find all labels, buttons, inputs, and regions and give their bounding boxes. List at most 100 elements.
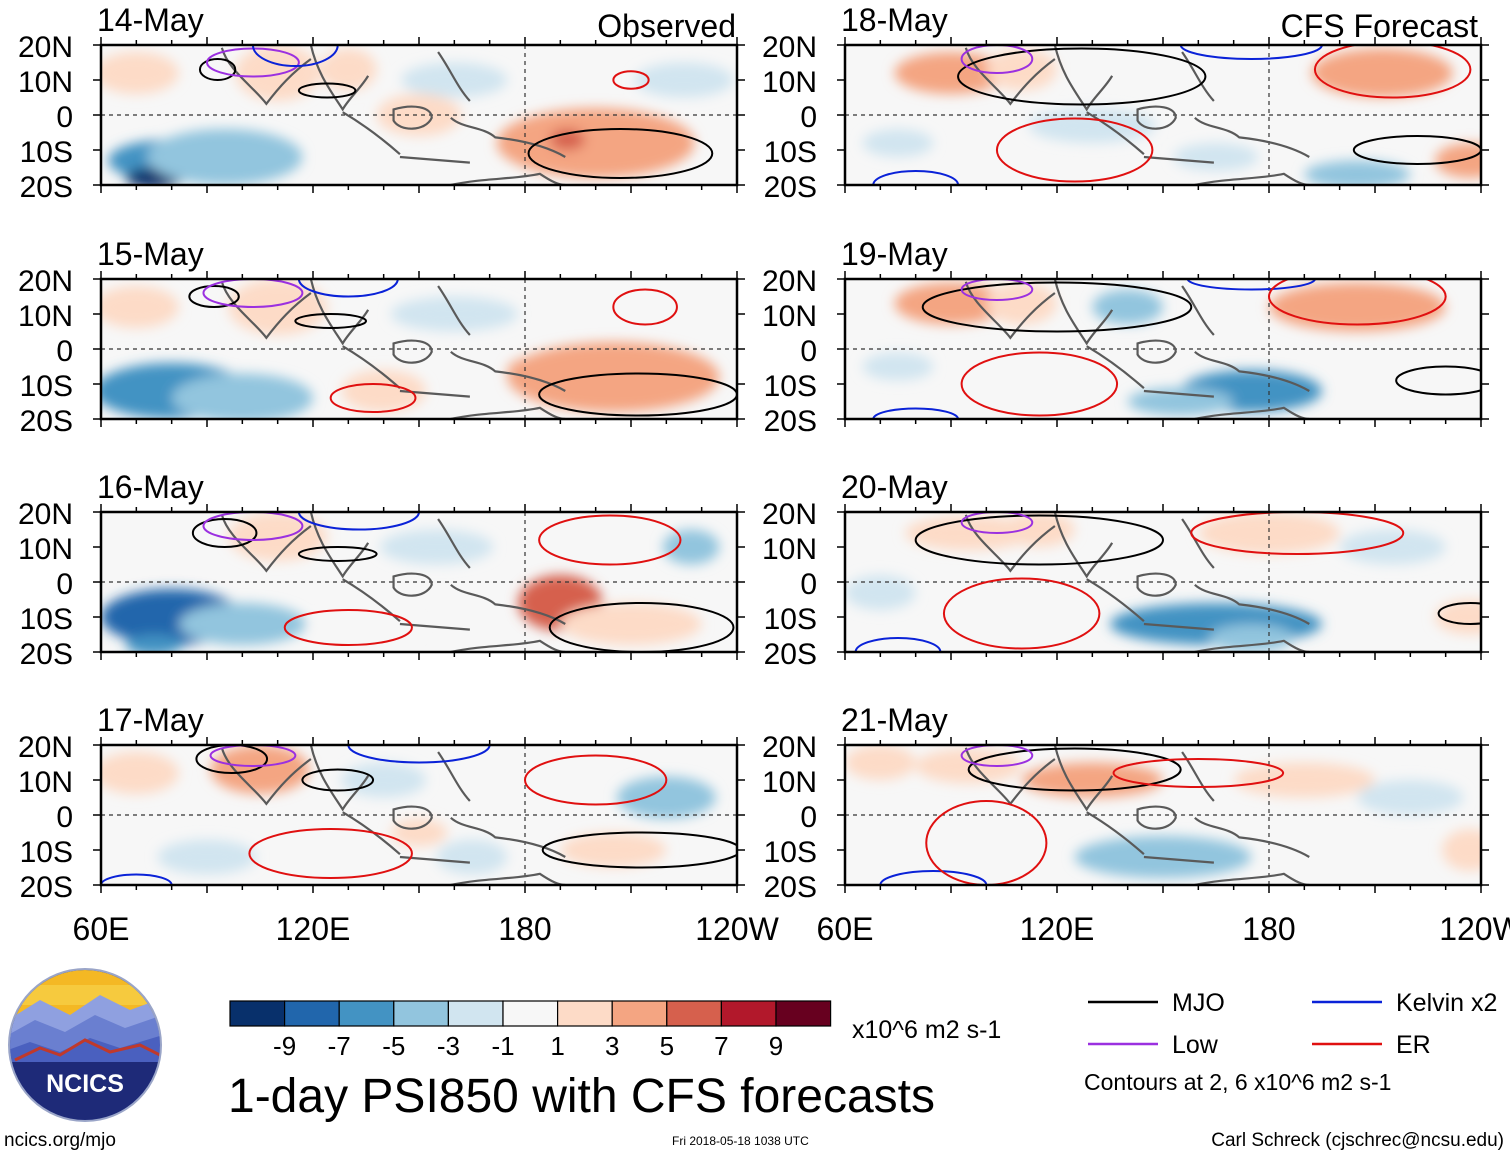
lat-label: 20S bbox=[20, 171, 73, 204]
coastline bbox=[394, 574, 432, 596]
legend-label: MJO bbox=[1172, 989, 1225, 1017]
coastline bbox=[1138, 574, 1176, 596]
coastline bbox=[966, 282, 1055, 338]
lat-label: 0 bbox=[800, 568, 817, 601]
anomaly-field bbox=[845, 512, 1481, 652]
legend-note: Contours at 2, 6 x10^6 m2 s-1 bbox=[1084, 1069, 1391, 1095]
anomaly-region bbox=[157, 839, 257, 875]
anomaly-region bbox=[496, 108, 695, 178]
mjo-contour bbox=[191, 518, 258, 548]
kelvin-contour bbox=[297, 512, 420, 531]
axis-ticks bbox=[837, 504, 1489, 660]
er-contour bbox=[248, 828, 413, 879]
coastline bbox=[1055, 745, 1112, 809]
coastlines bbox=[966, 45, 1309, 185]
low-contour bbox=[960, 279, 1034, 301]
colorbar-tick: -3 bbox=[437, 1031, 460, 1061]
axis-ticks bbox=[93, 737, 745, 893]
panel-date: 14-May bbox=[97, 2, 204, 38]
lon-label: 120W bbox=[1439, 911, 1510, 947]
coastline bbox=[966, 515, 1055, 571]
lat-label: 20N bbox=[18, 265, 73, 298]
logo-text: NCICS bbox=[46, 1070, 124, 1098]
axis-ticks bbox=[837, 37, 1489, 193]
mjo-contour bbox=[195, 745, 269, 774]
lat-label: 10S bbox=[764, 603, 817, 636]
lon-label: 120E bbox=[1020, 911, 1095, 947]
coastline bbox=[1182, 752, 1214, 801]
colorbar-swatch bbox=[229, 1000, 286, 1027]
coastline bbox=[1195, 352, 1309, 391]
lat-label: 20N bbox=[762, 31, 817, 64]
lat-label: 0 bbox=[56, 801, 73, 834]
anomaly-region bbox=[178, 603, 306, 645]
er-contour bbox=[925, 800, 1048, 885]
coastlines bbox=[222, 279, 565, 419]
er-contour bbox=[1313, 45, 1472, 99]
footer-url[interactable]: ncics.org/mjo bbox=[4, 1130, 116, 1151]
er-contour bbox=[538, 514, 682, 566]
lon-label: 60E bbox=[73, 911, 130, 947]
coastline bbox=[1144, 391, 1214, 397]
anomaly-region bbox=[1127, 387, 1234, 416]
kelvin-contour bbox=[101, 873, 173, 885]
anomaly-region bbox=[341, 762, 427, 798]
er-contour bbox=[1268, 279, 1447, 326]
lat-label: 0 bbox=[800, 101, 817, 134]
coastline bbox=[394, 807, 432, 829]
low-contour bbox=[202, 279, 304, 308]
colorbar-swatch bbox=[284, 1000, 340, 1027]
axis-ticks bbox=[93, 271, 745, 427]
colorbar-tick: 1 bbox=[550, 1031, 564, 1061]
coastline bbox=[311, 512, 368, 576]
panel-date: 20-May bbox=[841, 469, 948, 505]
anomaly-field bbox=[845, 279, 1481, 419]
coastline bbox=[451, 818, 565, 857]
lat-label: 10N bbox=[762, 300, 817, 333]
lat-label: 10N bbox=[18, 300, 73, 333]
coastline bbox=[1195, 818, 1309, 857]
anomaly-region bbox=[1311, 48, 1453, 98]
kelvin-contour bbox=[1179, 45, 1323, 60]
low-contour bbox=[960, 512, 1034, 534]
coastline bbox=[1055, 512, 1112, 576]
panel-date: 21-May bbox=[841, 702, 948, 738]
coastline bbox=[394, 107, 432, 129]
anomaly-region bbox=[905, 515, 1033, 551]
anomaly-region bbox=[549, 129, 586, 150]
lat-label: 20S bbox=[20, 871, 73, 904]
anomaly-region bbox=[235, 45, 321, 101]
anomaly-region bbox=[1357, 780, 1464, 815]
anomaly-region bbox=[313, 610, 419, 645]
colorbar-swatch bbox=[775, 1000, 832, 1027]
legend-label: Kelvin x2 bbox=[1396, 989, 1497, 1017]
lon-label: 180 bbox=[1242, 911, 1295, 947]
longitude-labels: 60E 120E 180 120W 60E 120E 180 120W bbox=[73, 911, 1510, 947]
coastline bbox=[222, 515, 311, 571]
coastline bbox=[400, 157, 470, 163]
ncics-logo: NCICS bbox=[8, 968, 162, 1122]
anomaly-region bbox=[101, 752, 179, 794]
anomaly-region bbox=[1028, 108, 1156, 143]
lat-label: 20N bbox=[18, 731, 73, 764]
coastline bbox=[343, 112, 400, 154]
anomaly-region bbox=[1339, 529, 1446, 565]
er-contour bbox=[283, 609, 413, 646]
lat-label: 0 bbox=[800, 335, 817, 368]
mjo-contour bbox=[301, 768, 375, 792]
colorbar-swatch bbox=[393, 1000, 449, 1027]
axis-ticks bbox=[837, 737, 1489, 893]
mjo-contour bbox=[914, 514, 1165, 566]
anomaly-region bbox=[1304, 160, 1411, 185]
low-contour bbox=[960, 745, 1034, 767]
panel-date: 18-May bbox=[841, 2, 948, 38]
lat-label: 10S bbox=[20, 370, 73, 403]
lat-label: 10N bbox=[18, 533, 73, 566]
colorbar-swatch bbox=[447, 1000, 504, 1027]
anomaly-region bbox=[1269, 282, 1446, 332]
coastline bbox=[438, 752, 470, 801]
colorbar-swatch bbox=[611, 1000, 668, 1027]
